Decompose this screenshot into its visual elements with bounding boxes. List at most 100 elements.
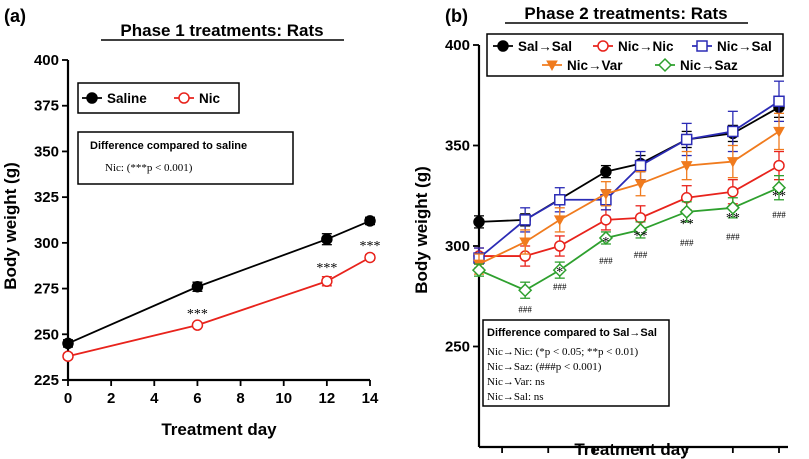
b-point-nic-to-nic: [727, 185, 739, 198]
b-x-tick-label: 32: [678, 457, 695, 459]
b-significance-mark: **: [634, 229, 648, 244]
a-series-saline: [62, 215, 376, 350]
b-significance-mark: ###: [726, 232, 740, 242]
b-point-nic-to-saz: [518, 283, 533, 298]
b-legend-label-nic-to-nic: Nic→Nic: [618, 39, 674, 54]
a-y-tick-label: 325: [34, 189, 59, 206]
panel-b-title: Phase 2 treatments: Rats: [524, 4, 727, 23]
a-point-saline: [62, 337, 74, 350]
panel-a-note: Difference compared to saline Nic: (***p…: [77, 131, 294, 185]
panel-b-tag: (b): [445, 6, 468, 26]
b-significance-mark: ###: [634, 250, 648, 260]
panel-b-significance: * ### ### * ### ** ### ** ### ** ### ** ###: [518, 189, 786, 315]
b-series-nic-to-saz: [471, 174, 787, 299]
b-point-nic-to-saz: [471, 263, 487, 278]
b-x-tick-label: 40: [771, 457, 788, 459]
a-x-tick-label: 4: [150, 390, 159, 407]
a-y-tick-label: 275: [34, 281, 59, 298]
b-point-nic-to-saz: [552, 263, 567, 278]
b-point-nic-to-sal: [727, 125, 739, 138]
b-point-nic-to-saz: [725, 200, 740, 215]
panel-b-xlabel: Treatment day: [574, 440, 690, 459]
b-point-nic-to-var: [519, 237, 532, 249]
panel-a-ylabel: Body weight (g): [1, 162, 20, 289]
a-legend-item-nic: Nic: [174, 91, 221, 106]
panel-a-legend-box: [77, 82, 240, 114]
panel-b-axes: 250 300 350 400 16 20 24 28 32 36 40: [445, 37, 788, 459]
a-x-tick-label: 6: [193, 390, 201, 407]
b-x-tick-label: 16: [494, 457, 511, 459]
b-point-nic-to-nic: [554, 240, 566, 252]
panel-b-note-line-4: Nic→Sal: ns: [487, 391, 544, 403]
a-y-tick-label: 350: [34, 143, 59, 160]
b-legend-label-nic-to-var: Nic→Var: [567, 58, 623, 73]
b-point-nic-to-var: [680, 161, 693, 172]
b-point-nic-to-saz: [633, 222, 648, 237]
panel-a-series: [62, 215, 376, 362]
b-line-nic-to-saz: [478, 186, 780, 292]
b-point-nic-to-saz: [598, 230, 613, 246]
a-y-tick-label: 375: [34, 98, 59, 115]
b-legend-label-nic-to-saz: Nic→Saz: [680, 58, 738, 73]
a-point-saline: [321, 233, 333, 245]
b-point-sal-to-sal: [473, 216, 485, 228]
b-y-tick-label: 350: [445, 138, 470, 155]
a-point-nic: [321, 275, 333, 288]
panel-b-note: Difference compared to Sal→Sal Nic→Nic: …: [482, 319, 670, 407]
a-point-saline: [191, 280, 204, 293]
b-significance-mark: ###: [553, 282, 567, 292]
b-point-nic-to-sal: [680, 133, 693, 146]
b-point-nic-to-saz: [771, 180, 787, 195]
panel-b-note-line-2: Nic→Saz: (###p < 0.001): [487, 361, 602, 373]
b-x-tick-label: 24: [586, 457, 603, 459]
a-significance-mark: ***: [316, 261, 337, 276]
a-x-tick-label: 0: [64, 390, 72, 407]
b-significance-mark: **: [680, 217, 694, 232]
panel-b-legend: Sal→Sal Nic→Nic Nic→Sal Nic→Var Nic→Saz: [486, 33, 784, 77]
b-line-nic-to-nic: [479, 164, 780, 257]
panel-a-note-box: [77, 131, 294, 185]
a-significance-mark: ***: [360, 239, 381, 254]
b-point-nic-to-var: [600, 189, 612, 200]
panel-a-tag: (a): [4, 6, 26, 26]
b-x-tick-label: 20: [540, 457, 557, 459]
panel-b-note-line-3: Nic→Var: ns: [487, 376, 545, 388]
panel-a-note-heading: Difference compared to saline: [90, 140, 247, 152]
a-legend-marker-saline: [86, 92, 98, 104]
b-y-tick-label: 300: [445, 238, 470, 255]
b-point-nic-to-var: [634, 179, 647, 190]
panel-a-note-line: Nic: (***p < 0.001): [105, 162, 193, 174]
b-point-nic-to-sal: [554, 194, 566, 206]
b-x-tick-label: 28: [632, 457, 649, 459]
a-x-tick-label: 8: [236, 390, 244, 407]
panel-b-note-heading: Difference compared to Sal→Sal: [487, 327, 657, 339]
b-point-nic-to-sal: [773, 95, 785, 108]
b-significance-mark: **: [726, 211, 740, 226]
a-point-saline: [364, 215, 376, 227]
panel-b-legend-box: [486, 33, 784, 77]
panel-a-axes: 225 250 275 300 325 350 375 400 0 2 4 6 8 10 12 14: [34, 52, 379, 407]
a-y-tick-label: 250: [34, 326, 59, 343]
b-point-nic-to-var: [773, 126, 785, 138]
b-legend-label-nic-to-sal: Nic→Sal: [717, 39, 772, 54]
b-point-sal-to-sal: [600, 165, 612, 178]
b-point-nic-to-var: [553, 215, 566, 226]
b-significance-mark: **: [772, 189, 786, 204]
b-legend-item-nic-to-saz: Nic→Saz: [655, 57, 738, 73]
a-line-nic: [67, 256, 371, 358]
b-significance-mark: *: [556, 265, 563, 280]
a-x-tick-label: 14: [362, 390, 379, 407]
b-legend-item-nic-to-var: Nic→Var: [542, 58, 623, 73]
b-legend-item-nic-to-nic: Nic→Nic: [593, 39, 674, 54]
panel-a: (a) Phase 1 treatments: Rats Treatment d…: [1, 6, 381, 439]
b-legend-marker-nic-to-saz: [657, 57, 673, 73]
b-line-nic-to-sal: [478, 100, 780, 259]
a-point-nic: [364, 251, 376, 264]
panel-b: (b) Phase 2 treatments: Rats Treatment d…: [412, 4, 788, 459]
b-legend-label-sal-to-sal: Sal→Sal: [518, 39, 572, 54]
b-legend-item-sal-to-sal: Sal→Sal: [493, 39, 572, 54]
b-significance-mark: ###: [599, 256, 613, 266]
b-point-nic-to-sal: [519, 214, 531, 226]
b-point-nic-to-nic: [773, 159, 785, 172]
b-line-nic-to-var: [478, 130, 780, 265]
